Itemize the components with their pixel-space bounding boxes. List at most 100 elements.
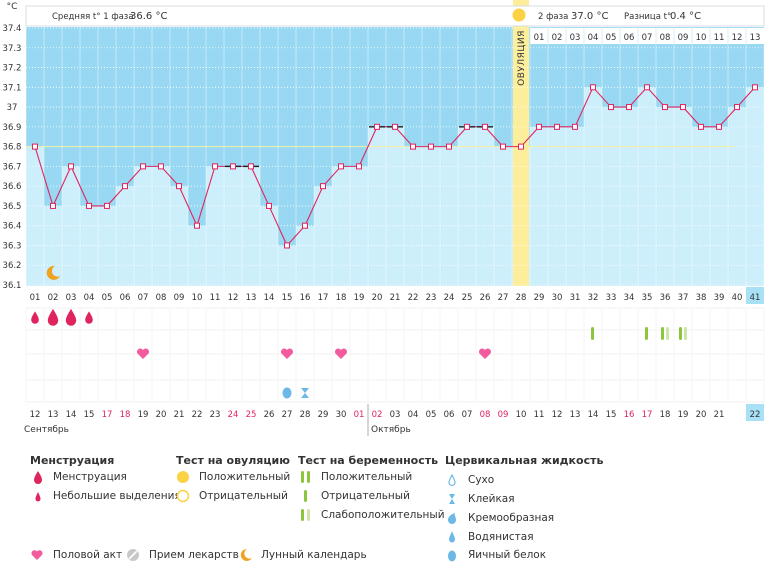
calendar-date-label: 20	[156, 410, 167, 420]
two-green-bars-icon	[298, 470, 314, 484]
y-tick-label: 37.1	[3, 83, 22, 93]
month-september: Сентябрь	[24, 425, 69, 435]
cycle-day-label: 04	[84, 293, 95, 303]
last-day-highlight	[746, 287, 764, 304]
phase2-day: 07	[642, 33, 653, 43]
legend-preg-negative: Отрицательный	[298, 489, 410, 503]
temperature-point	[356, 163, 362, 170]
hourglass-icon	[445, 492, 461, 506]
y-tick-label: 37.2	[3, 64, 22, 74]
y-tick-label: 36.4	[3, 222, 22, 232]
temperature-column	[188, 225, 206, 286]
hourglass-icon	[301, 388, 309, 398]
temperature-point	[158, 163, 164, 170]
header-diff-value: 0.4 °C	[670, 11, 701, 22]
calendar-date-label: 18	[120, 410, 131, 420]
temperature-column	[332, 166, 350, 286]
temperature-column	[548, 126, 566, 286]
phase2-day: 02	[552, 33, 563, 43]
temperature-point	[410, 143, 416, 150]
calendar-date-label: 20	[696, 410, 707, 420]
small-drop-icon	[30, 489, 46, 503]
legend-cm-eggwhite: Яичный белок	[445, 548, 546, 562]
bbt-chart: ОВУЛЯЦИЯ 37.4 37.3 37.2 37.1 37 36.9 36.8 36.7 36…	[3, 0, 765, 436]
legend-cm-sticky: Клейкая	[445, 492, 515, 506]
temperature-point	[32, 143, 38, 150]
temperature-point	[212, 163, 218, 170]
temperature-column	[638, 87, 656, 286]
header-phase1: Средняя t° 1 фаза	[52, 12, 134, 22]
temperature-point	[626, 104, 632, 111]
cycle-day-label: 07	[138, 293, 149, 303]
pregnancy-test-mark	[679, 327, 682, 340]
calendar-date-label: 08	[480, 410, 491, 420]
cycle-day-label: 31	[570, 293, 581, 303]
calendar-date-label: 03	[390, 410, 401, 420]
cycle-day-label: 25	[462, 293, 473, 303]
y-tick-label: 37.3	[3, 44, 22, 54]
cycle-day-label: 17	[318, 293, 329, 303]
temperature-point	[284, 242, 290, 249]
cycle-day-label: 39	[714, 293, 725, 303]
calendar-date-label: 11	[534, 410, 545, 420]
cycle-day-label: 29	[534, 293, 545, 303]
temperature-column	[674, 107, 692, 286]
cycle-day-label: 37	[678, 293, 689, 303]
calendar-date-label: 25	[246, 410, 257, 420]
temperature-column	[602, 107, 620, 286]
last-date-highlight	[746, 404, 764, 421]
calendar-date-label: 26	[264, 410, 275, 420]
month-october: Октябрь	[371, 425, 411, 435]
phase2-day: 04	[588, 33, 599, 43]
temperature-point	[320, 183, 326, 190]
temperature-point	[266, 202, 272, 209]
ovulation-sun-icon	[512, 8, 526, 22]
cycle-day-label: 20	[372, 293, 383, 303]
one-green-bar-icon	[298, 489, 314, 503]
calendar-date-label: 13	[48, 410, 59, 420]
temperature-column	[170, 186, 188, 286]
temperature-column	[440, 146, 458, 286]
header-bar	[25, 5, 765, 27]
calendar-date-label: 02	[372, 410, 383, 420]
calendar-date-label: 07	[462, 410, 473, 420]
legend-ovulation-test-title: Тест на овуляцию	[176, 454, 290, 467]
temperature-column	[656, 107, 674, 286]
temperature-point	[50, 202, 56, 209]
y-tick-label: 36.7	[3, 162, 22, 172]
y-tick-label: 36.6	[3, 182, 22, 192]
legend-cm-title: Цервикальная жидкость	[445, 454, 604, 467]
cycle-day-label: 16	[300, 293, 311, 303]
legend-cm-creamy: Кремообразная	[445, 511, 554, 525]
blood-drop-icon	[85, 311, 93, 324]
legend-preg-faint: Слабоположительный	[298, 508, 445, 522]
temperature-point	[122, 183, 128, 190]
legend-cm-creamy-label: Кремообразная	[468, 512, 555, 524]
cycle-day-label: 36	[660, 293, 671, 303]
legend-ov-positive-label: Положительный	[199, 471, 291, 483]
temperature-point	[590, 84, 596, 91]
header-phase1-value: 36.6 °C	[130, 11, 167, 22]
temperature-point	[482, 123, 488, 130]
temperature-point	[716, 123, 722, 130]
temperature-column	[494, 146, 512, 286]
moon-icon	[46, 265, 60, 280]
legend-cm-dry: Сухо	[445, 473, 494, 487]
legend-ov-negative-label: Отрицательный	[199, 490, 288, 502]
y-tick-label: 36.1	[3, 281, 22, 291]
heart-icon	[280, 348, 294, 359]
cycle-day-label: 38	[696, 293, 707, 303]
legend-spotting-label: Небольшие выделения	[53, 490, 181, 502]
cycle-day-label: 08	[156, 293, 167, 303]
cycle-day-label: 10	[192, 293, 203, 303]
header-phase2: 2 фаза	[538, 12, 568, 22]
cycle-day-label: 41	[750, 293, 761, 303]
temperature-column	[386, 126, 404, 286]
blood-drop-icon	[47, 308, 59, 326]
empty-circle-icon	[176, 489, 192, 503]
temperature-column	[350, 166, 368, 286]
calendar-date-label: 23	[210, 410, 221, 420]
temperature-point	[608, 104, 614, 111]
temperature-point	[464, 123, 470, 130]
legend-moon-label: Лунный календарь	[261, 549, 367, 561]
